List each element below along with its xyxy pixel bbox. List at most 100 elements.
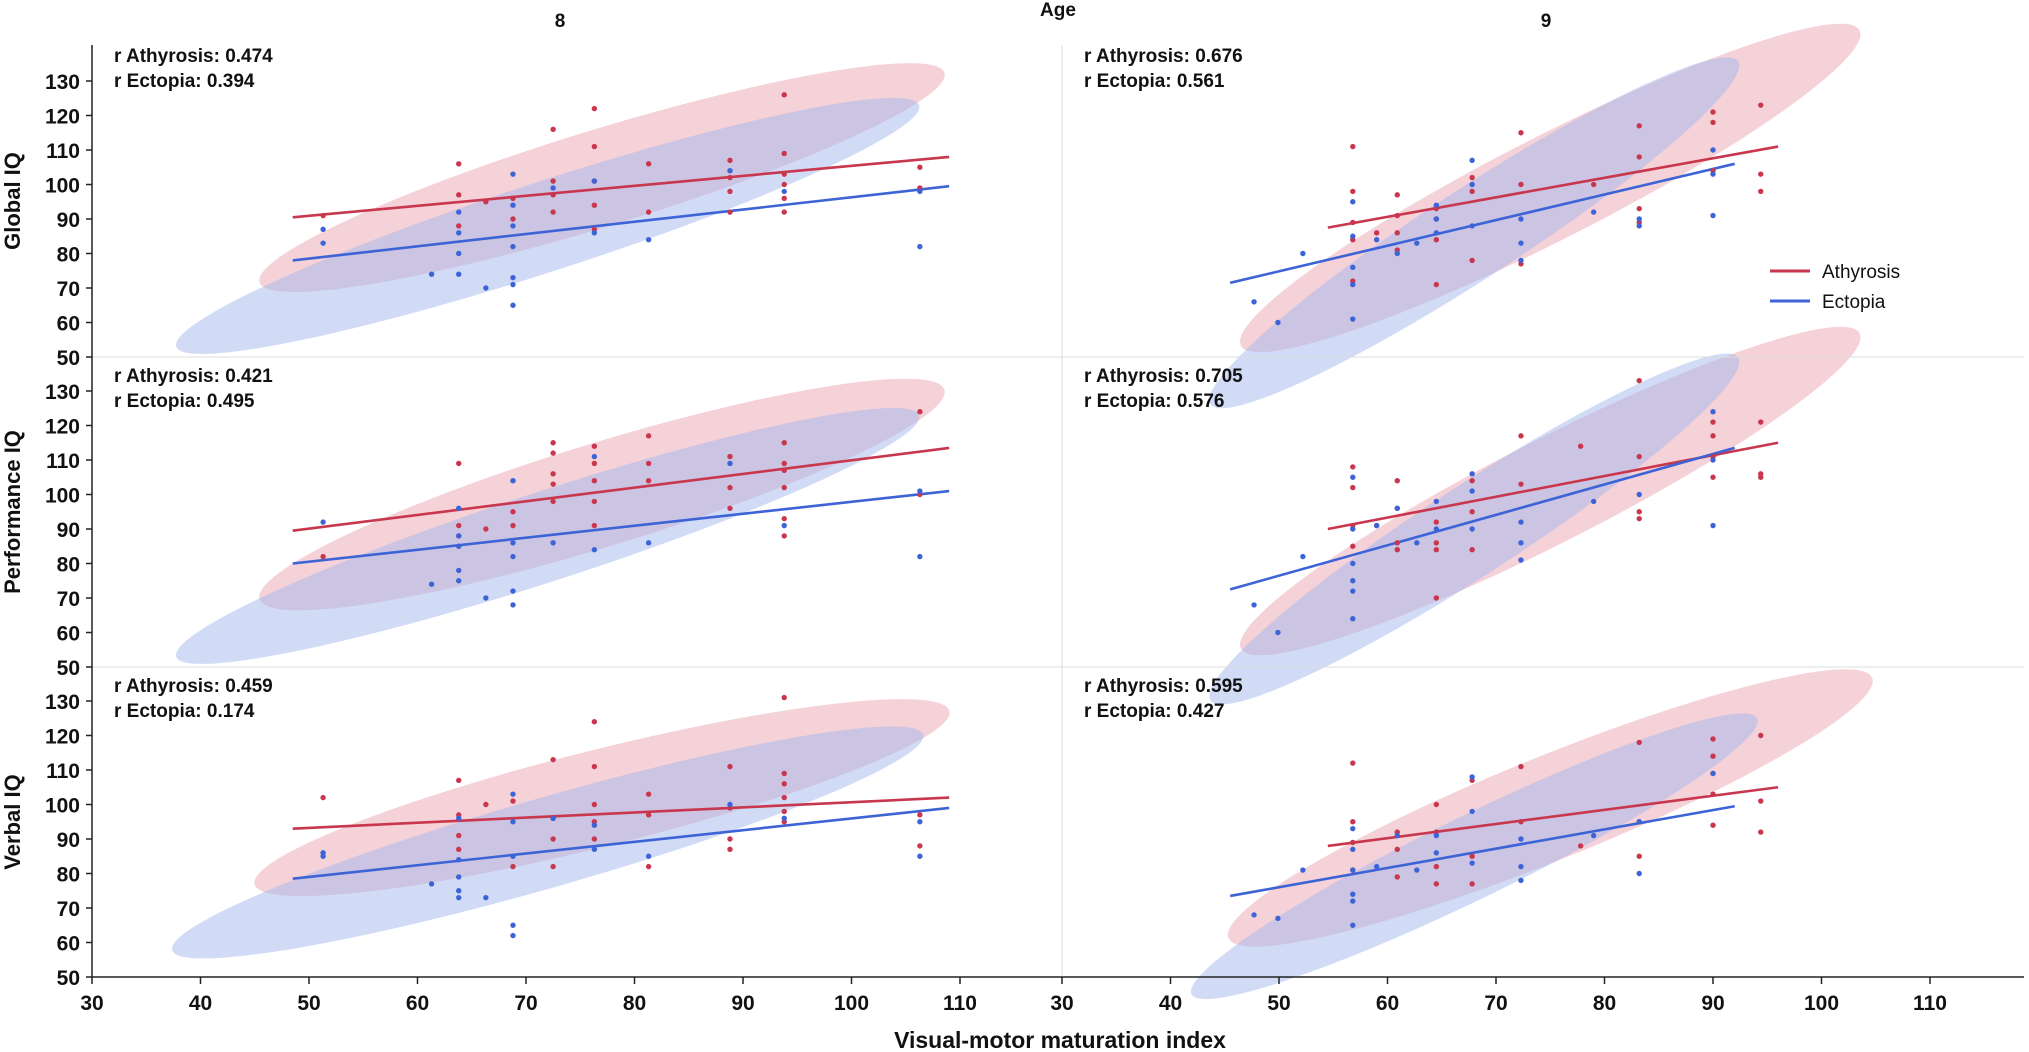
athyrosis-point	[550, 498, 556, 505]
r-athyrosis-annotation: r Athyrosis: 0.676	[1084, 46, 1243, 67]
athyrosis-point	[781, 150, 787, 157]
athyrosis-point	[1433, 863, 1440, 870]
ectopia-point	[1373, 863, 1380, 870]
ectopia-point	[1350, 898, 1356, 904]
athyrosis-point	[320, 212, 326, 219]
athyrosis-point	[1373, 230, 1380, 236]
x-tick-label: 50	[297, 992, 320, 1015]
ectopia-point	[1350, 588, 1356, 594]
athyrosis-point	[1433, 237, 1440, 243]
r-ectopia-annotation: r Ectopia: 0.427	[1084, 701, 1224, 722]
y-tick-label: 70	[57, 588, 80, 611]
athyrosis-point	[1350, 188, 1356, 195]
athyrosis-point	[591, 105, 598, 112]
athyrosis-point	[917, 812, 923, 818]
y-tick-label: 60	[57, 623, 80, 646]
athyrosis-point	[1518, 763, 1524, 770]
ectopia-point	[550, 815, 556, 821]
r-athyrosis-annotation: r Athyrosis: 0.595	[1084, 676, 1243, 697]
athyrosis-point	[1394, 478, 1400, 484]
ectopia-point	[781, 188, 787, 195]
ectopia-point	[456, 250, 462, 257]
ectopia-point	[1275, 915, 1281, 922]
athyrosis-point	[320, 553, 326, 560]
athyrosis-point	[1710, 791, 1716, 797]
athyrosis-point	[645, 863, 652, 870]
athyrosis-point	[1577, 843, 1584, 849]
ectopia-point	[917, 243, 923, 250]
athyrosis-point	[1350, 543, 1356, 549]
y-tick-label: 60	[57, 313, 80, 336]
ectopia-point	[510, 853, 516, 859]
r-athyrosis-annotation: r Athyrosis: 0.705	[1084, 366, 1243, 387]
ectopia-regression-line	[1229, 446, 1736, 591]
ectopia-point	[1433, 230, 1440, 236]
ectopia-point	[591, 846, 598, 853]
x-tick-label: 70	[514, 992, 537, 1015]
ectopia-point	[1636, 819, 1642, 825]
athyrosis-point	[591, 478, 598, 484]
ectopia-point	[428, 581, 435, 587]
ectopia-point	[591, 453, 598, 460]
x-tick-label: 110	[1913, 992, 1947, 1015]
regression-lines	[292, 145, 1779, 898]
athyrosis-point	[1636, 154, 1642, 160]
r-ectopia-annotation: r Ectopia: 0.561	[1084, 71, 1225, 92]
ectopia-point	[320, 226, 326, 233]
panel-dividers	[92, 45, 2024, 977]
athyrosis-point	[591, 522, 598, 529]
y-axis-label: Global IQ	[0, 152, 25, 250]
ectopia-point	[1518, 240, 1524, 246]
y-tick-label: 50	[57, 657, 80, 680]
athyrosis-point	[456, 832, 462, 839]
athyrosis-point	[781, 770, 787, 777]
ectopia-point	[1518, 216, 1524, 222]
athyrosis-point	[1758, 474, 1764, 480]
y-tick-label: 120	[45, 106, 80, 129]
ectopia-point	[1710, 409, 1716, 415]
athyrosis-point	[1518, 181, 1524, 188]
athyrosis-point	[1518, 819, 1524, 825]
athyrosis-point	[645, 460, 652, 467]
r-ectopia-annotation: r Ectopia: 0.495	[114, 391, 255, 412]
ectopia-point	[1373, 237, 1380, 243]
athyrosis-point	[727, 763, 733, 770]
ectopia-point	[1636, 216, 1642, 222]
ectopia-point	[1433, 498, 1440, 505]
athyrosis-point	[781, 794, 787, 801]
ectopia-point	[428, 271, 435, 277]
ectopia-point	[1433, 216, 1440, 222]
ectopia-point	[1350, 891, 1356, 897]
ectopia-point	[1350, 281, 1356, 288]
ectopia-point	[1710, 171, 1716, 177]
legend-ectopia-label: Ectopia	[1822, 292, 1886, 313]
athyrosis-point	[1433, 519, 1440, 525]
y-tick-label: 60	[57, 933, 80, 956]
panel-annotations: r Athyrosis: 0.474 r Ectopia: 0.394 r Athy…	[114, 46, 1243, 722]
ectopia-point	[917, 819, 923, 825]
ectopia-regression-line	[1229, 804, 1735, 898]
r-ectopia-annotation: r Ectopia: 0.394	[114, 71, 255, 92]
athyrosis-point	[510, 195, 516, 201]
ectopia-point	[1350, 264, 1356, 270]
ectopia-confidence-ellipse	[175, 97, 920, 354]
ectopia-regression-line	[292, 806, 950, 880]
athyrosis-point	[483, 199, 489, 205]
ectopia-point	[1414, 240, 1420, 246]
ectopia-point	[1350, 825, 1356, 832]
ectopia-point	[727, 801, 733, 808]
y-tick-label: 90	[57, 209, 80, 232]
ectopia-point	[917, 488, 923, 494]
x-tick-label: 90	[731, 992, 754, 1015]
athyrosis-point	[1469, 509, 1475, 515]
athyrosis-point	[1710, 736, 1716, 742]
athyrosis-point	[1710, 109, 1716, 115]
ectopia-point	[456, 874, 462, 880]
r-athyrosis-annotation: r Athyrosis: 0.421	[114, 366, 273, 387]
ectopia-point	[1350, 316, 1356, 322]
x-tick-label: 30	[80, 992, 103, 1015]
ectopia-point	[1300, 867, 1306, 873]
athyrosis-point	[727, 505, 733, 511]
y-axis-label: Verbal IQ	[0, 774, 25, 869]
y-tick-label: 90	[57, 519, 80, 542]
